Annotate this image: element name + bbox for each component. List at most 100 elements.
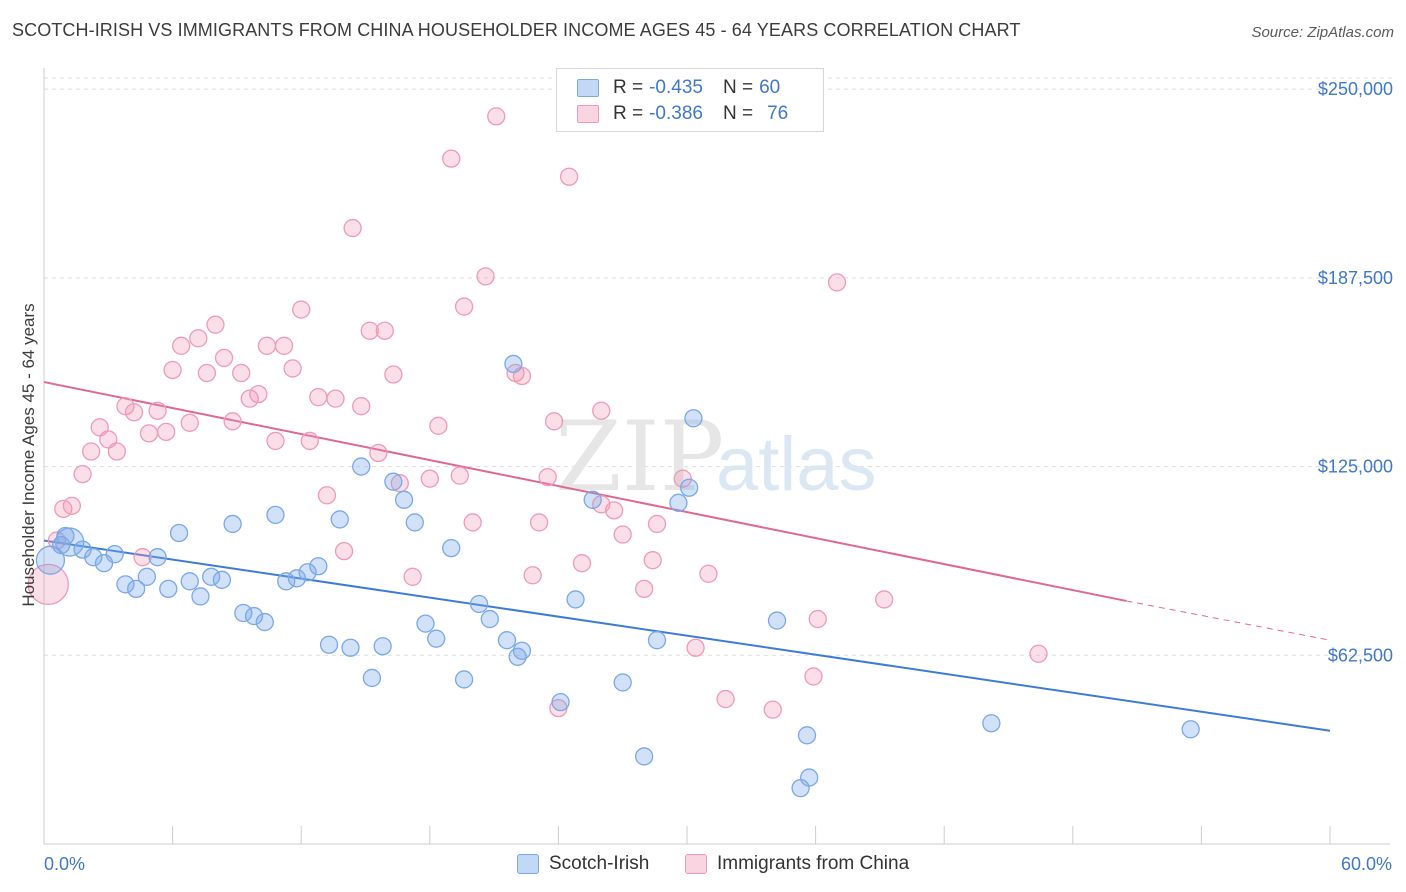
data-point-immigrants-china <box>240 389 259 408</box>
data-point-scotch-irish <box>202 567 221 586</box>
data-point-scotch-irish <box>797 726 817 745</box>
data-point-immigrants-china <box>189 329 208 348</box>
data-point-scotch-irish <box>684 409 703 428</box>
data-point-immigrants-china <box>429 416 448 435</box>
data-point-scotch-irish <box>116 575 135 594</box>
trend-line-immigrants-china-extrapolated <box>1126 600 1331 641</box>
data-point-immigrants-china <box>613 525 632 544</box>
data-point-immigrants-china <box>634 579 654 599</box>
data-point-immigrants-china <box>390 474 409 493</box>
data-point-scotch-irish <box>373 637 392 656</box>
bottom-legend-scotch-irish: Scotch-Irish <box>517 852 649 876</box>
data-point-immigrants-china <box>139 424 159 443</box>
watermark-atlas: atlas <box>716 422 877 507</box>
series-scotch-irish <box>35 354 1200 798</box>
data-point-immigrants-china <box>476 267 495 286</box>
data-point-scotch-irish <box>180 572 199 591</box>
data-point-scotch-irish <box>330 510 349 529</box>
data-point-scotch-irish <box>127 579 146 599</box>
data-point-scotch-irish <box>767 611 787 630</box>
x-tick-label-max: 60.0% <box>1341 854 1392 874</box>
data-point-immigrants-china <box>157 422 176 442</box>
data-point-scotch-irish <box>982 714 1001 733</box>
data-point-scotch-irish <box>362 668 382 688</box>
source-label: Source: ZipAtlas.com <box>1251 24 1394 41</box>
data-point-scotch-irish <box>159 579 178 599</box>
legend-label-immigrants-china: Immigrants from China <box>717 853 910 874</box>
data-point-scotch-irish <box>469 594 489 614</box>
y-tick-labels: $62,500 $125,000 $187,500 $250,000 <box>1318 79 1393 665</box>
data-point-immigrants-china <box>283 359 302 378</box>
legend-r-label: R = <box>613 103 644 124</box>
data-point-scotch-irish <box>497 631 517 650</box>
data-point-immigrants-china <box>148 401 167 420</box>
data-point-scotch-irish <box>454 670 474 689</box>
data-point-scotch-irish <box>255 612 274 632</box>
data-point-scotch-irish <box>394 490 414 509</box>
data-point-immigrants-china <box>343 218 362 238</box>
data-point-immigrants-china <box>197 363 217 383</box>
data-point-immigrants-china <box>487 107 506 126</box>
data-point-scotch-irish <box>266 505 285 525</box>
data-point-immigrants-china <box>523 566 542 585</box>
data-point-scotch-irish <box>277 572 296 591</box>
data-point-scotch-irish <box>634 747 654 766</box>
data-point-scotch-irish <box>613 673 632 692</box>
y-tick-label: $250,000 <box>1318 79 1393 99</box>
data-point-immigrants-china <box>223 412 242 431</box>
data-point-scotch-irish <box>800 768 819 787</box>
data-point-immigrants-china <box>317 486 337 505</box>
data-point-immigrants-china <box>403 567 422 586</box>
legend-swatch-blue <box>517 854 539 874</box>
data-point-immigrants-china <box>172 336 191 355</box>
data-point-immigrants-china <box>73 464 92 484</box>
data-point-immigrants-china <box>163 360 182 380</box>
data-point-scotch-irish <box>234 603 253 623</box>
data-point-immigrants-china <box>454 297 474 316</box>
data-point-immigrants-china <box>292 300 311 319</box>
data-point-immigrants-china <box>107 442 127 461</box>
data-point-immigrants-china <box>808 609 827 629</box>
data-point-scotch-irish <box>352 457 371 476</box>
data-point-immigrants-china <box>442 149 461 168</box>
data-point-immigrants-china <box>384 365 403 384</box>
data-point-immigrants-china <box>604 501 624 520</box>
data-point-scotch-irish <box>84 548 103 567</box>
data-point-scotch-irish <box>679 478 699 497</box>
data-point-immigrants-china <box>249 384 268 404</box>
data-point-scotch-irish <box>223 514 242 534</box>
legend-r-value: -0.386 <box>649 103 703 124</box>
data-point-scotch-irish <box>137 567 157 586</box>
data-point-immigrants-china <box>1029 644 1048 663</box>
data-point-scotch-irish <box>551 692 570 712</box>
data-point-scotch-irish <box>405 513 424 532</box>
data-point-immigrants-china <box>673 469 692 488</box>
data-point-immigrants-china <box>804 667 823 686</box>
data-point-immigrants-china <box>266 431 285 451</box>
data-point-immigrants-china <box>232 363 251 383</box>
watermark: ZIP atlas <box>555 401 877 513</box>
data-point-immigrants-china <box>180 413 199 432</box>
data-point-scotch-irish <box>384 472 403 491</box>
legend-row-immigrants-china: R = -0.386 N = 76 <box>577 102 788 126</box>
data-point-immigrants-china <box>82 442 101 461</box>
data-point-scotch-irish <box>319 635 339 654</box>
data-point-immigrants-china <box>538 468 557 487</box>
legend-n-label: N = <box>722 103 754 124</box>
data-point-scotch-irish <box>427 629 446 648</box>
legend-swatch-pink <box>577 105 599 123</box>
legend-n-value: 60 <box>759 77 781 98</box>
legend-swatch-pink <box>685 854 707 874</box>
legend-row-scotch-irish: R = -0.435 N = 60 <box>577 76 780 100</box>
data-point-immigrants-china <box>326 389 345 408</box>
x-tick-label-min: 0.0% <box>44 854 85 874</box>
series-immigrants-from-china <box>27 107 1048 719</box>
data-point-immigrants-china <box>420 469 439 488</box>
data-point-scotch-irish <box>148 548 167 567</box>
data-point-scotch-irish <box>212 570 232 589</box>
data-point-immigrants-china <box>274 336 294 355</box>
data-point-immigrants-china <box>375 321 394 340</box>
data-point-immigrants-china <box>257 336 277 355</box>
trend-line-scotch-irish <box>43 539 1331 732</box>
data-point-scotch-irish <box>287 569 307 588</box>
